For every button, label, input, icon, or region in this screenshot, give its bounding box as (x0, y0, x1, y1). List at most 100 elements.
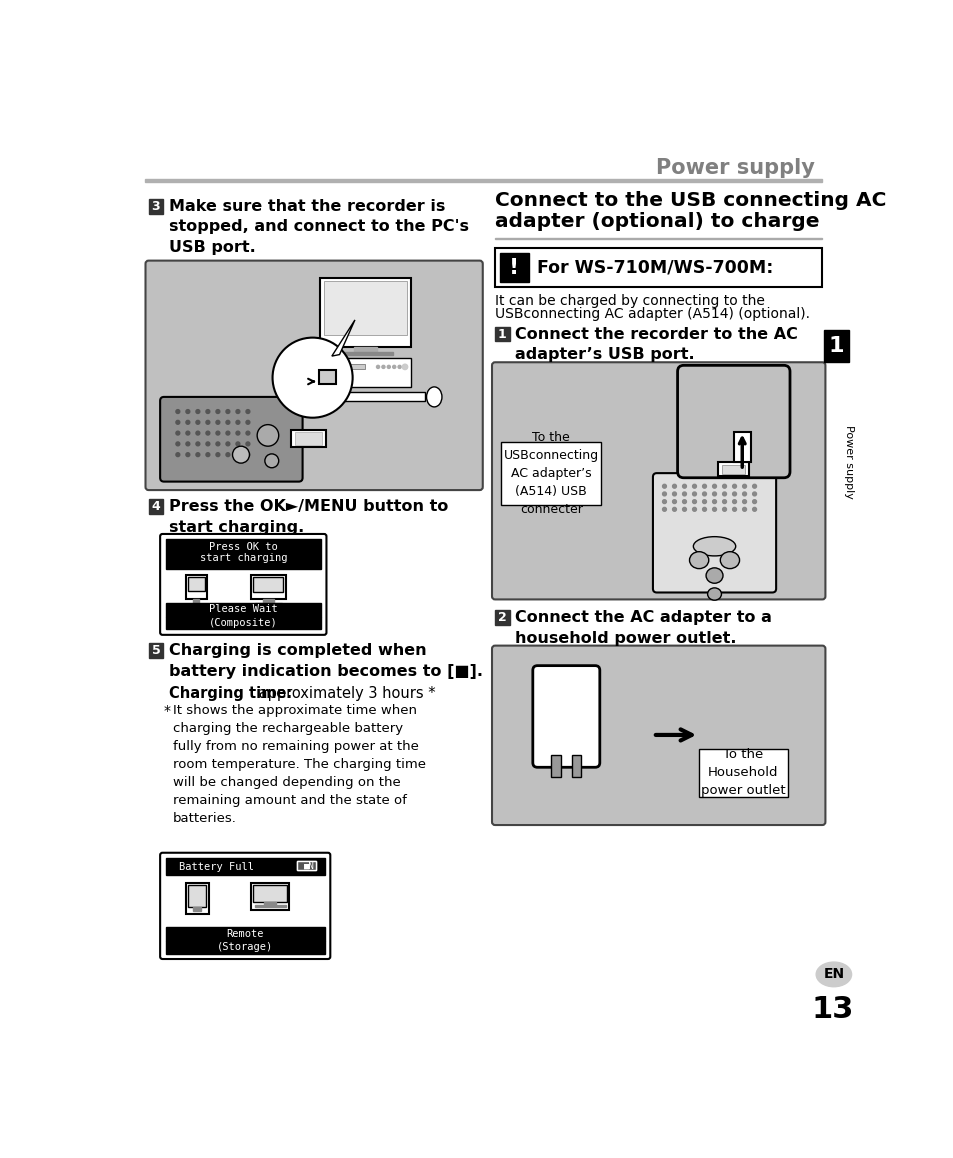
Circle shape (273, 338, 353, 418)
Ellipse shape (246, 453, 250, 456)
Ellipse shape (175, 442, 179, 446)
Ellipse shape (195, 453, 199, 456)
Bar (699, 749, 787, 797)
Ellipse shape (752, 507, 756, 511)
Bar (145, 179, 821, 182)
Ellipse shape (692, 500, 696, 504)
Text: Make sure that the recorder is
stopped, and connect to the PC's
USB port.: Make sure that the recorder is stopped, … (169, 199, 468, 255)
Bar (185, 574, 207, 600)
Bar (324, 281, 407, 336)
Bar (262, 600, 274, 603)
FancyBboxPatch shape (146, 261, 482, 490)
Ellipse shape (215, 453, 219, 456)
Ellipse shape (402, 364, 407, 369)
Bar (149, 644, 163, 658)
Ellipse shape (701, 492, 706, 496)
Ellipse shape (233, 446, 249, 463)
Bar (254, 602, 281, 604)
Text: Battery Full: Battery Full (178, 862, 253, 872)
Ellipse shape (693, 536, 735, 556)
Ellipse shape (721, 492, 725, 496)
Bar (166, 928, 325, 940)
Ellipse shape (206, 420, 210, 424)
Bar (294, 432, 321, 445)
Bar (149, 199, 163, 213)
Bar (166, 540, 321, 569)
Ellipse shape (741, 500, 745, 504)
Ellipse shape (721, 484, 725, 489)
Ellipse shape (701, 484, 706, 489)
Bar (500, 442, 600, 506)
Ellipse shape (681, 484, 686, 489)
Ellipse shape (672, 500, 676, 504)
Text: Press OK to: Press OK to (209, 542, 277, 552)
Bar (718, 462, 748, 476)
Ellipse shape (186, 420, 190, 424)
Bar (495, 248, 821, 287)
Bar (495, 610, 509, 625)
Bar (254, 906, 285, 908)
FancyBboxPatch shape (492, 646, 824, 824)
FancyBboxPatch shape (160, 852, 330, 959)
Bar (166, 603, 321, 617)
Ellipse shape (206, 442, 210, 446)
Ellipse shape (206, 431, 210, 435)
Ellipse shape (752, 484, 756, 489)
Ellipse shape (226, 420, 230, 424)
Ellipse shape (376, 365, 379, 368)
Ellipse shape (672, 484, 676, 489)
Ellipse shape (186, 442, 190, 446)
Ellipse shape (705, 567, 722, 584)
Bar (823, 330, 847, 362)
Bar (572, 755, 580, 777)
Bar (495, 327, 509, 342)
FancyBboxPatch shape (533, 666, 599, 768)
Text: 4: 4 (152, 500, 160, 513)
FancyBboxPatch shape (677, 365, 789, 478)
Ellipse shape (226, 410, 230, 413)
Ellipse shape (721, 507, 725, 511)
Ellipse shape (741, 484, 745, 489)
Text: adapter (optional) to charge: adapter (optional) to charge (495, 212, 819, 232)
Text: !: ! (509, 257, 518, 278)
Ellipse shape (246, 410, 250, 413)
Ellipse shape (712, 507, 716, 511)
Text: 1: 1 (497, 328, 506, 340)
Ellipse shape (681, 507, 686, 511)
Ellipse shape (701, 500, 706, 504)
Bar (188, 885, 206, 907)
Ellipse shape (195, 410, 199, 413)
Text: 1: 1 (827, 336, 843, 357)
Ellipse shape (246, 442, 250, 446)
Bar (354, 347, 376, 353)
Ellipse shape (215, 431, 219, 435)
Ellipse shape (426, 387, 441, 406)
Ellipse shape (732, 484, 736, 489)
Bar (551, 755, 560, 777)
Ellipse shape (226, 442, 230, 446)
Text: start charging: start charging (199, 552, 287, 563)
Bar (166, 940, 325, 954)
Ellipse shape (752, 492, 756, 496)
Ellipse shape (397, 365, 400, 368)
Ellipse shape (662, 500, 666, 504)
Ellipse shape (186, 431, 190, 435)
Bar (733, 432, 750, 462)
Bar (193, 907, 201, 910)
Text: Remote: Remote (226, 930, 264, 939)
Ellipse shape (175, 431, 179, 435)
Text: *: * (164, 704, 171, 718)
Ellipse shape (246, 420, 250, 424)
Bar (555, 481, 576, 505)
Text: To the
USBconnecting
AC adapter’s
(A514) USB
connecter: To the USBconnecting AC adapter’s (A514)… (503, 432, 598, 516)
Text: USBconnecting AC adapter (A514) (optional).: USBconnecting AC adapter (A514) (optiona… (495, 307, 809, 321)
Text: 3: 3 (152, 200, 160, 213)
Ellipse shape (662, 484, 666, 489)
Bar (318, 369, 335, 383)
Bar (251, 882, 289, 910)
Text: approximately 3 hours *: approximately 3 hours * (253, 686, 436, 701)
Ellipse shape (662, 492, 666, 496)
Ellipse shape (195, 420, 199, 424)
Ellipse shape (741, 492, 745, 496)
Ellipse shape (186, 410, 190, 413)
